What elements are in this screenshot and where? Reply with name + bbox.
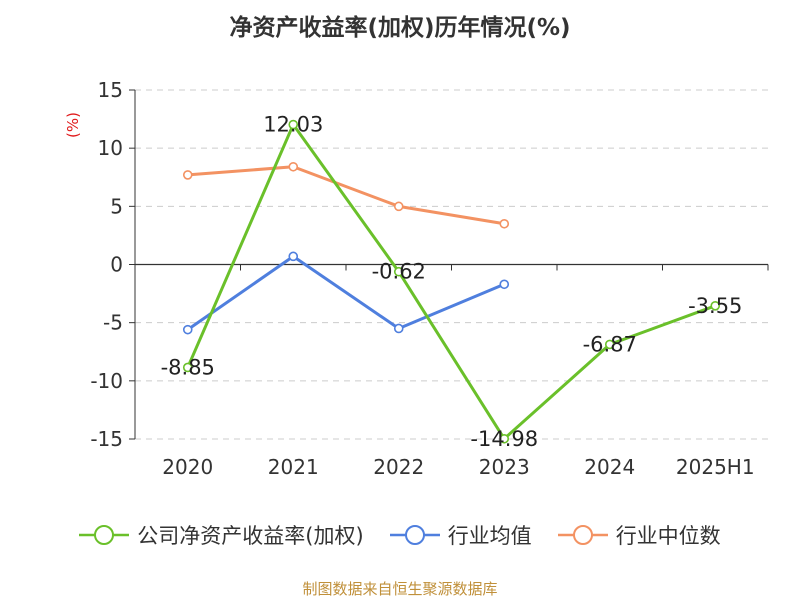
x-tick-label: 2024 [584, 455, 635, 479]
legend-swatch [79, 525, 130, 545]
y-tick-label: 10 [98, 136, 123, 160]
legend-item-1[interactable]: 行业均值 [389, 520, 532, 550]
axes: 15 10 5 0 -5 -10 -15 (%) 2020 2021 2022 2023 2024 202… [64, 78, 769, 479]
data-point [499, 218, 510, 229]
series-line-0 [186, 123, 716, 441]
x-tick-label: 2025H1 [676, 455, 755, 479]
source-note: 制图数据来自恒生聚源数据库 [302, 580, 498, 598]
legend: 公司净资产收益率(加权) 行业均值 行业中位数 [0, 520, 800, 550]
data-point [604, 339, 615, 350]
data-point [393, 266, 404, 277]
y-axis-label: (%) [64, 112, 82, 138]
y-tick-label: -5 [103, 311, 123, 335]
data-point [288, 251, 299, 262]
y-tick-label: 15 [98, 78, 123, 102]
data-point [182, 362, 193, 373]
data-label: -6.87 [583, 332, 637, 356]
legend-swatch [557, 525, 608, 545]
data-point [499, 433, 510, 444]
data-point [710, 300, 721, 311]
x-tick-label: 2020 [162, 455, 213, 479]
data-label: -3.55 [688, 294, 742, 318]
data-point [288, 161, 299, 172]
legend-swatch [389, 525, 440, 545]
legend-label: 行业中位数 [615, 524, 721, 548]
chart-title: 净资产收益率(加权)历年情况(%) [229, 15, 571, 41]
x-tick-label: 2022 [373, 455, 424, 479]
legend-label: 公司净资产收益率(加权) [137, 524, 364, 548]
y-tick-label: -15 [90, 427, 123, 451]
series-line-1 [186, 254, 505, 331]
x-tick-label: 2023 [479, 455, 530, 479]
data-point [393, 323, 404, 334]
data-label: -8.85 [161, 355, 215, 379]
data-point [182, 324, 193, 335]
data-labels: -8.85 12.03 -0.62 -14.98 -6.87 -3.55 [161, 113, 743, 451]
x-tick-label: 2021 [268, 455, 319, 479]
legend-item-2[interactable]: 行业中位数 [557, 520, 721, 550]
legend-label: 行业均值 [447, 524, 532, 548]
y-tick-label: 5 [110, 194, 123, 218]
data-point [499, 279, 510, 290]
legend-item-0[interactable]: 公司净资产收益率(加权) [79, 520, 364, 550]
data-label: -0.62 [372, 260, 426, 284]
data-label: 12.03 [263, 113, 323, 137]
y-tick-label: -10 [90, 369, 123, 393]
series-lines [182, 119, 721, 444]
y-tick-label: 0 [110, 253, 123, 277]
data-point [288, 119, 299, 130]
series-line-2 [187, 165, 505, 226]
data-point [182, 170, 193, 180]
data-point [393, 201, 404, 212]
data-label: -14.98 [470, 427, 538, 451]
